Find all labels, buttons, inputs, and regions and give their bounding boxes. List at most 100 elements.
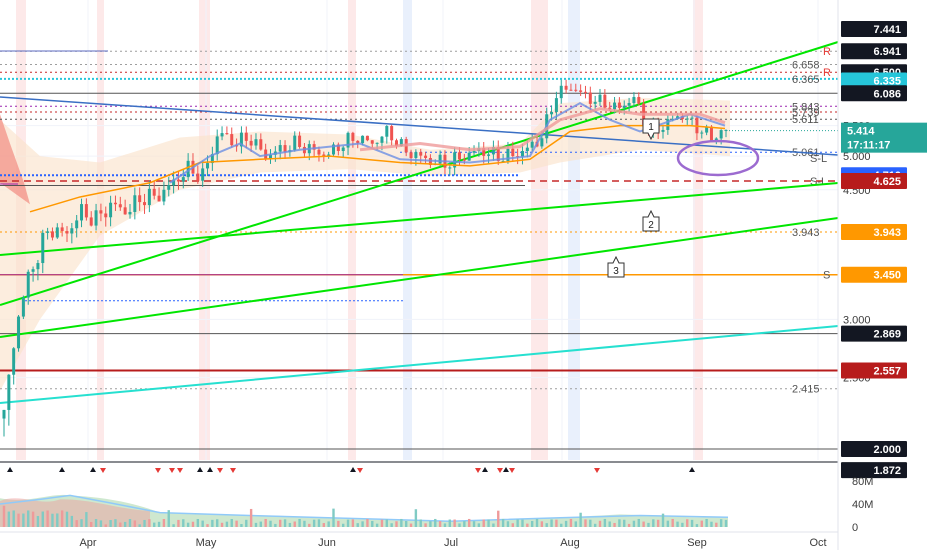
callout-3[interactable]: 3 <box>607 255 625 278</box>
moving-average-band <box>0 97 730 391</box>
candle-body <box>414 152 418 158</box>
volume-bar <box>463 521 466 527</box>
volume-bar <box>569 518 573 527</box>
level-label: 6.658 <box>792 60 820 72</box>
volume-bar <box>574 521 577 527</box>
trendlines[interactable] <box>0 41 839 404</box>
callout-label: 1 <box>648 122 654 133</box>
price-tag-label: 6.086 <box>873 88 901 100</box>
price-tag-7-441[interactable]: 7.441 <box>841 21 907 37</box>
level-label: R <box>823 67 831 79</box>
sell-signal-marker <box>177 468 183 473</box>
candle-body <box>21 297 25 317</box>
volume-bar <box>31 511 35 527</box>
candle-body <box>239 132 243 147</box>
candle-body <box>627 103 631 106</box>
price-tag-6-941[interactable]: 6.941 <box>841 43 907 60</box>
candle-body <box>554 98 558 112</box>
volume-bar <box>17 513 20 527</box>
volume-bar <box>700 520 703 527</box>
price-axis[interactable]: 5.5005.0004.5003.0002.5007.4416.9416.500… <box>837 0 932 550</box>
ma-red-line <box>359 107 726 152</box>
trendline-mid-channel[interactable] <box>0 182 839 256</box>
price-tag-1-872[interactable]: 1.872 <box>841 462 907 479</box>
volume-bar <box>676 521 679 527</box>
price-tag-label: 3.943 <box>873 227 901 239</box>
volume-bar <box>419 519 422 527</box>
callout-2[interactable]: 2 <box>642 209 660 232</box>
sell-signal-marker <box>497 468 503 473</box>
candle-body <box>719 130 723 139</box>
volume-bar <box>390 523 393 527</box>
volume-bar <box>22 513 25 527</box>
price-tag-6-335[interactable]: 6.335 <box>841 72 907 89</box>
volume-bar <box>312 519 316 527</box>
candle-body <box>453 152 457 168</box>
volume-bar <box>661 513 665 527</box>
price-tag-box <box>841 85 907 102</box>
volume-bar <box>482 519 485 527</box>
countdown-label: 17:11:17 <box>847 140 890 152</box>
trendline-long-support[interactable] <box>0 325 839 404</box>
candle-body <box>462 159 466 161</box>
callouts[interactable]: 1 2 3 <box>607 118 760 278</box>
last-price-tag[interactable]: 5.414 17:11:17 <box>841 122 927 153</box>
volume-bar <box>249 508 253 527</box>
volume-bar <box>618 519 621 527</box>
volume-bar <box>56 513 59 527</box>
price-tag-6-086[interactable]: 6.086 <box>841 85 907 102</box>
time-axis[interactable]: Apr May Jun Jul Aug Sep Oct <box>0 531 838 549</box>
price-tag-2-557[interactable]: 2.557 <box>841 362 907 379</box>
volume-bar <box>719 519 723 527</box>
candle-body <box>419 152 423 156</box>
lower-indicator-pane <box>0 494 729 527</box>
volume-bar <box>404 521 408 527</box>
candle-body <box>162 189 166 202</box>
candle-body <box>370 140 374 144</box>
price-tag-2-869[interactable]: 2.869 <box>841 325 907 342</box>
volume-bar <box>60 510 64 527</box>
volume-bar <box>70 515 74 527</box>
candle-body <box>118 204 122 208</box>
buy-signal-marker <box>350 467 356 472</box>
candle-body <box>220 133 224 137</box>
volume-bar <box>375 523 379 527</box>
volume-bar <box>303 520 306 527</box>
volume-bar <box>545 523 548 527</box>
price-tag-label: 6.335 <box>873 75 901 87</box>
price-tag-label: 2.869 <box>873 329 901 341</box>
volume-bar <box>429 521 432 527</box>
trendline-upper-channel[interactable] <box>0 41 839 306</box>
trendline-descending[interactable] <box>0 96 839 156</box>
candle-body <box>113 202 117 205</box>
candle-body <box>724 129 728 131</box>
trendline-lower-channel[interactable] <box>0 217 839 338</box>
callout-1[interactable]: 1 <box>642 118 660 141</box>
volume-bar <box>114 519 117 527</box>
volume-bar <box>671 518 674 527</box>
volume-bar <box>283 519 287 527</box>
volume-bar <box>216 519 219 527</box>
price-tag-2-000[interactable]: 2.000 <box>841 441 907 457</box>
price-tag-4-625[interactable]: 4.625 <box>841 173 907 190</box>
price-tag-3-943[interactable]: 3.943 <box>841 224 907 241</box>
volume-bar <box>608 521 611 527</box>
price-tag-3-450[interactable]: 3.450 <box>841 266 907 283</box>
highlight-ellipse[interactable] <box>676 139 760 177</box>
candle-body <box>690 117 694 119</box>
volume-bar <box>652 519 655 527</box>
candle-body <box>346 132 350 148</box>
candle-body <box>244 132 248 141</box>
candle-body <box>380 136 384 143</box>
volume-bar <box>75 520 78 527</box>
volume-bar <box>279 519 282 527</box>
candle-body <box>278 145 282 152</box>
volume-bar <box>695 524 699 527</box>
volume-bar <box>400 518 403 527</box>
horizontal-levels[interactable]: 6.6586.3655.8435.7395.6115.061S-LS-L3.94… <box>0 46 838 450</box>
candle-body <box>438 154 442 164</box>
price-tag-box <box>841 362 907 379</box>
volume-bar <box>472 521 476 527</box>
candle-body <box>186 160 190 178</box>
